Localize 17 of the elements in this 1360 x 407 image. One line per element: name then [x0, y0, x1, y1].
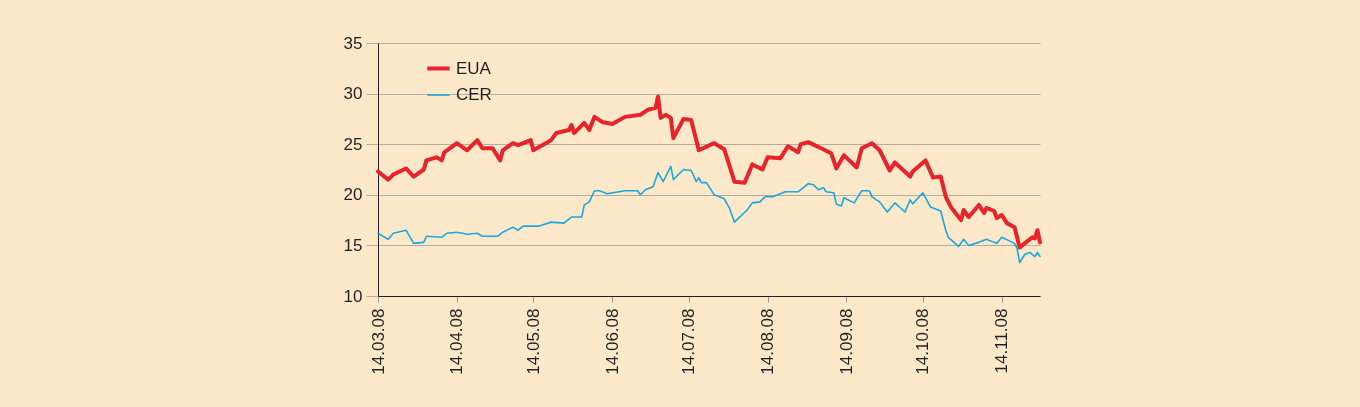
y-tick-label: 25 [343, 134, 363, 154]
x-tick-label: 14.03.08 [368, 308, 388, 375]
x-tick-label: 14.04.08 [447, 308, 467, 375]
y-tick-label: 35 [343, 33, 363, 53]
y-tick-label: 30 [343, 84, 363, 104]
x-tick-label: 14.10.08 [913, 308, 933, 375]
x-tick-label: 14.06.08 [602, 308, 622, 375]
x-tick-label: 14.09.08 [836, 308, 856, 375]
x-tick-label: 14.11.08 [992, 308, 1012, 374]
y-tick-label: 15 [343, 235, 363, 255]
legend-label: CER [456, 85, 492, 104]
x-tick-label: 14.07.08 [679, 308, 699, 375]
y-tick-label: 10 [343, 286, 363, 306]
legend-label: EUA [456, 58, 492, 78]
x-tick-label: 14.05.08 [523, 308, 543, 375]
x-tick-label: 14.08.08 [758, 308, 778, 375]
y-tick-label: 20 [343, 185, 363, 205]
